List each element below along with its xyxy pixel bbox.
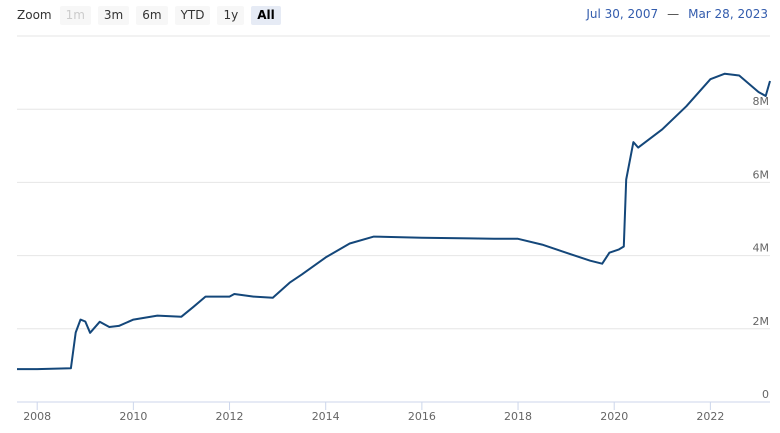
x-tick-label: 2012 (216, 410, 244, 423)
x-tick-label: 2010 (119, 410, 147, 423)
range-from[interactable]: Jul 30, 2007 (586, 7, 659, 21)
series-line (17, 72, 771, 371)
x-tick-label: 2016 (408, 410, 436, 423)
x-tick-label: 2014 (312, 410, 340, 423)
y-tick-label: 8M (753, 95, 770, 108)
zoom-button[interactable]: YTD (174, 5, 211, 25)
zoom-button[interactable]: 6m (136, 5, 168, 25)
zoom-label: Zoom (17, 8, 52, 22)
x-tick-label: 2022 (696, 410, 724, 423)
zoom-button: 1m (59, 5, 91, 25)
x-tick-label: 2008 (23, 410, 51, 423)
range-selector: Zoom 1m 3m 6m YTD 1y All (17, 5, 288, 25)
zoom-button[interactable]: All (251, 5, 281, 25)
range-to[interactable]: Mar 28, 2023 (688, 7, 768, 21)
date-range: Jul 30, 2007 — Mar 28, 2023 (586, 7, 768, 21)
y-tick-label: 4M (753, 242, 770, 255)
x-tick-label: 2020 (600, 410, 628, 423)
zoom-button[interactable]: 3m (97, 5, 130, 25)
zoom-button[interactable]: 1y (217, 5, 245, 25)
y-tick-label: 2M (753, 315, 770, 328)
x-tick-label: 2018 (504, 410, 532, 423)
range-separator: — (667, 7, 680, 21)
y-tick-label: 6M (753, 168, 770, 181)
y-tick-label: 0 (762, 388, 769, 401)
